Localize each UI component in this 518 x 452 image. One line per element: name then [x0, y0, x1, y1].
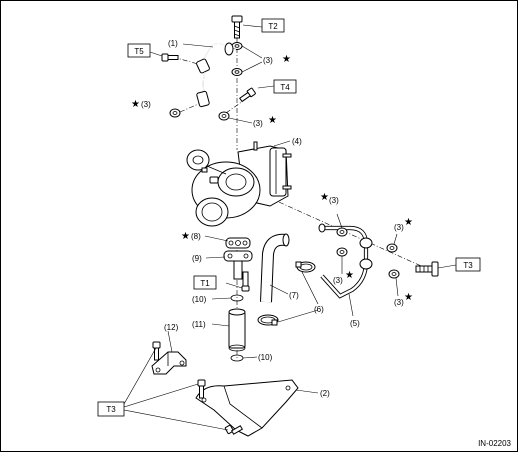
star-3-left: ★	[131, 99, 140, 110]
oil-feed-pipe	[196, 42, 237, 108]
callout-3-t4: (3)	[253, 119, 263, 128]
star-3-right-lower: ★	[404, 292, 413, 303]
washer-3c	[169, 108, 181, 118]
callout-6: (6)	[314, 305, 324, 314]
t1-label: T1	[200, 279, 210, 288]
bracket-bolt-lower	[224, 424, 244, 435]
c4-leader	[273, 140, 291, 147]
callout-3-right-upper: (3)	[394, 223, 404, 232]
bracket-bolt-middle	[197, 379, 206, 399]
callout-12: (12)	[164, 323, 179, 332]
t2-label: T2	[268, 22, 278, 31]
callout-3-pipe-lower: (3)	[333, 276, 343, 285]
t4-leader	[257, 85, 275, 89]
t3-leader-c	[123, 409, 229, 431]
washer-3e	[336, 227, 348, 237]
c6-leader-b	[277, 309, 319, 323]
oil-drain-hose	[228, 308, 246, 352]
c11-leader	[211, 323, 230, 327]
callout-3-pipe-upper: (3)	[329, 196, 339, 205]
hose-clamp-upper	[295, 261, 316, 273]
t4-bolt	[239, 87, 256, 103]
turbocharger	[186, 141, 292, 227]
c8-leader	[204, 235, 229, 242]
callout-10-lower: (10)	[258, 353, 273, 362]
star-3-pipe-lower: ★	[345, 270, 354, 281]
bracket-bolt-upper	[152, 341, 161, 361]
callout-2: (2)	[320, 389, 330, 398]
t3-right-label: T3	[463, 261, 473, 270]
washer-3g	[386, 243, 398, 253]
washer-3d	[218, 111, 230, 121]
washer-3f	[336, 247, 348, 257]
t1-bolt	[241, 271, 250, 292]
callout-11: (11)	[192, 320, 206, 329]
support-bracket-12	[151, 351, 187, 375]
oil-outlet-pipe-flange	[223, 250, 253, 280]
c1-leader	[182, 43, 214, 48]
callout-10-upper: (10)	[192, 295, 207, 304]
c12-leader	[167, 330, 173, 353]
t4-label-box	[273, 79, 297, 94]
callout-8: (8)	[191, 232, 201, 241]
water-pipe-axis-line	[269, 197, 431, 271]
c7-leader	[269, 284, 289, 295]
callout-3-left: (3)	[141, 100, 151, 109]
callout-3-top: (3)	[263, 56, 273, 65]
star-3-t4: ★	[268, 115, 277, 126]
t5-leader	[149, 51, 163, 57]
t5-label-box	[127, 43, 151, 58]
oil-outlet-gasket	[225, 237, 251, 249]
t3-right-leader	[437, 264, 457, 269]
hose-clamp-lower	[257, 314, 279, 326]
t3-leader-b	[123, 383, 199, 408]
star-8: ★	[181, 231, 190, 242]
t3-union-bolt	[415, 261, 439, 277]
callout-1: (1)	[168, 39, 178, 48]
callout-9: (9)	[192, 254, 202, 263]
washer-3b	[231, 68, 243, 76]
t2-bolt	[231, 15, 243, 39]
c9-leader	[205, 256, 226, 259]
star-3-top: ★	[282, 54, 291, 65]
c5-leader	[348, 293, 354, 317]
t2-leader	[242, 24, 263, 28]
star-3-right-upper: ★	[404, 217, 413, 228]
support-bracket-2	[195, 379, 299, 437]
t3-right-label-box	[455, 257, 481, 272]
star-3-pipe-upper: ★	[320, 192, 329, 203]
t5-label: T5	[134, 47, 144, 56]
c2-leader	[295, 389, 319, 394]
t4-label: T4	[280, 83, 290, 92]
callout-5: (5)	[350, 319, 360, 328]
water-hose	[260, 233, 290, 303]
t3-left-label: T3	[106, 405, 116, 414]
t3-left-label-box	[97, 401, 125, 417]
t1-label-box	[193, 275, 217, 290]
t1-leader	[225, 282, 243, 289]
water-pipe	[318, 223, 373, 299]
washer-3h	[388, 269, 400, 279]
figure-id: IN-02203	[478, 439, 511, 448]
t3-leader-a	[123, 347, 157, 405]
t5-bolt	[161, 53, 179, 62]
callout-4: (4)	[292, 137, 302, 146]
callout-3-right-lower: (3)	[394, 298, 404, 307]
t2-label-box	[261, 18, 285, 33]
c6-leader-a	[301, 271, 319, 305]
callout-7: (7)	[289, 291, 299, 300]
